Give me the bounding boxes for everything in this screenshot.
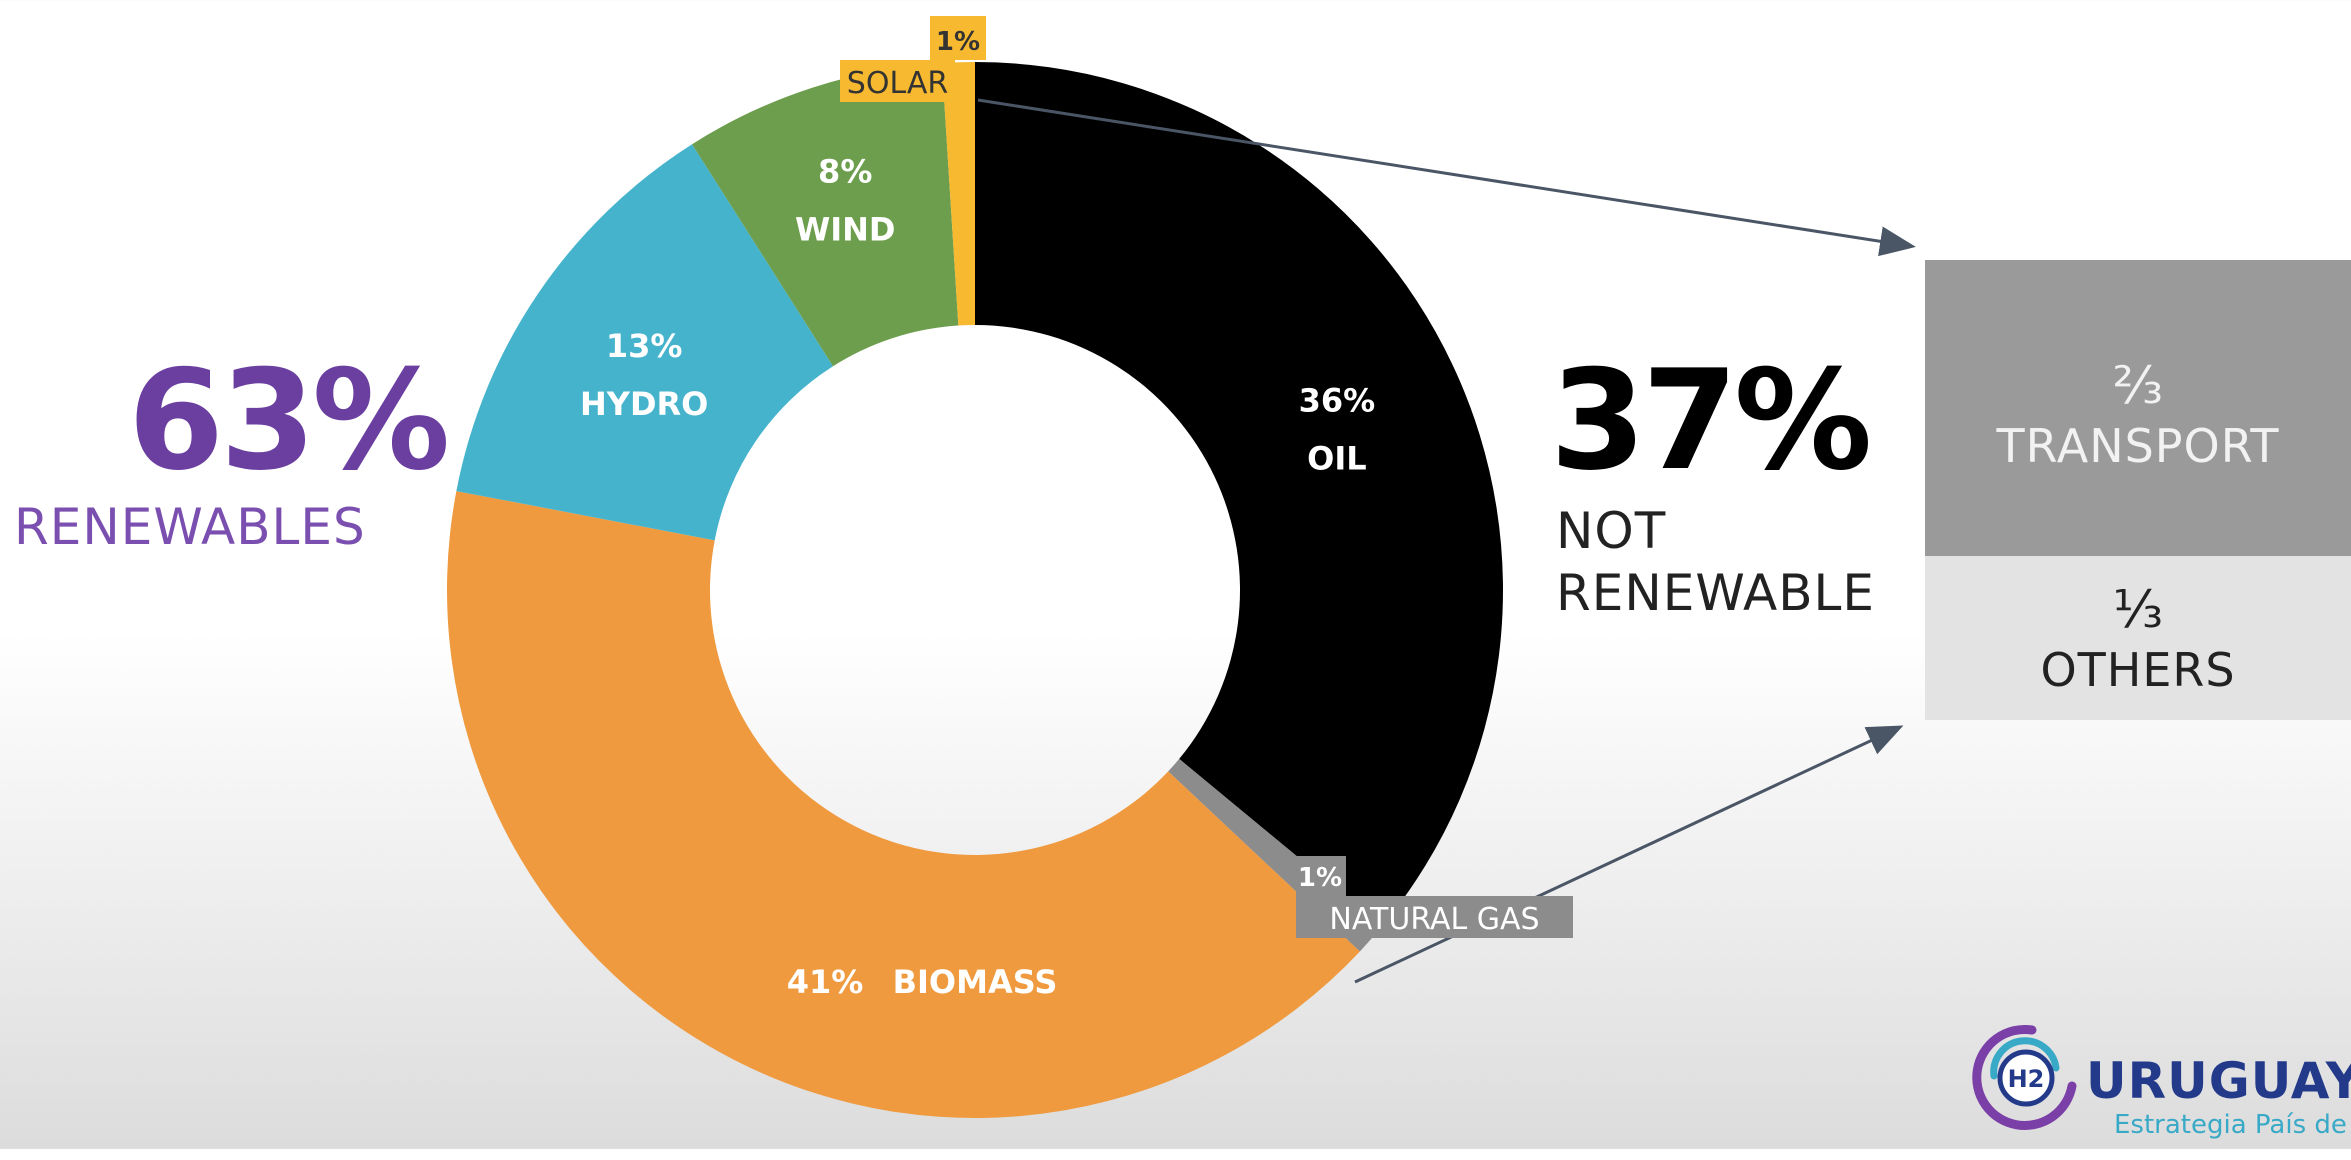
renewables-percent: 63% [128, 340, 450, 501]
others-fraction: ⅓ [2112, 580, 2164, 640]
arrow-to-transport [977, 98, 1916, 257]
tag-bg-name-natural-gas [1296, 896, 1573, 938]
slice-solar [941, 62, 975, 326]
h2-uruguay-logo: H2 URUGUAY Estrategia País de [1962, 1016, 2351, 1156]
slice-wind [692, 63, 959, 367]
logo-tagline: Estrategia País de [2114, 1110, 2347, 1140]
slice-biomass [447, 491, 1360, 1119]
others-label: OTHERS [2040, 643, 2236, 697]
logo-badge: H2 [2008, 1065, 2045, 1093]
label-name-solar: SOLAR [847, 66, 948, 101]
renewables-label: RENEWABLES [14, 498, 366, 556]
label-value-hydro: 13% [606, 327, 683, 365]
tag-bg-name-solar [840, 60, 955, 102]
transport-label: TRANSPORT [1996, 419, 2280, 473]
logo-wordmark: URUGUAY [2086, 1052, 2351, 1110]
slice-hydro [456, 144, 834, 541]
label-value-solar: 1% [936, 27, 980, 57]
label-name-hydro: HYDRO [580, 385, 708, 423]
label-name-biomass: BIOMASS [893, 963, 1058, 1001]
arrow-to-others [1354, 725, 1904, 984]
h2-logo-icon: H2 [1972, 1024, 2077, 1130]
transport-fraction: ⅔ [2112, 356, 2164, 416]
label-value-oil: 36% [1299, 382, 1376, 420]
tag-bg-value-solar [930, 16, 986, 60]
transport-share-box: ⅔ TRANSPORT [1925, 260, 2351, 556]
not-renewable-label: NOT RENEWABLE [1556, 502, 1875, 622]
tag-bg-value-natural-gas [1296, 856, 1346, 896]
label-value-biomass: 41% [787, 963, 864, 1001]
slice-oil [975, 62, 1503, 927]
others-share-box: ⅓ OTHERS [1925, 556, 2351, 720]
label-name-oil: OIL [1307, 440, 1367, 478]
label-value-wind: 8% [818, 153, 872, 191]
label-name-wind: WIND [795, 211, 896, 249]
label-name-natural-gas: NATURAL GAS [1329, 902, 1539, 937]
label-value-natural-gas: 1% [1298, 863, 1342, 893]
not-renewable-percent: 37% [1550, 340, 1872, 501]
